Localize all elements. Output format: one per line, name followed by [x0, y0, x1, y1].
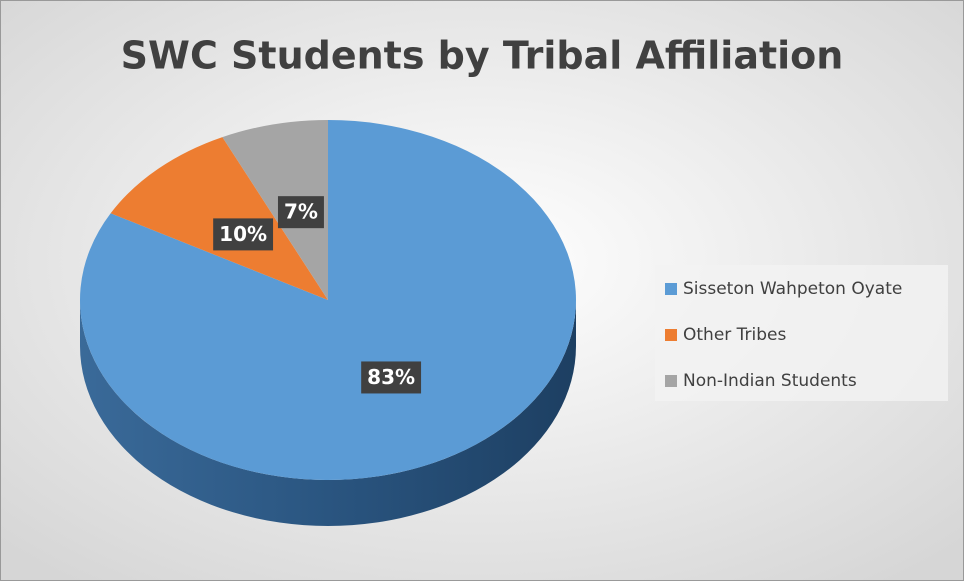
data-label-box: [277, 196, 324, 229]
legend-box: [655, 265, 948, 401]
data-label: 10%: [219, 222, 267, 246]
data-label-box: [361, 361, 422, 394]
data-label: 7%: [284, 200, 318, 224]
legend-swatch: [665, 329, 677, 341]
chart-title: SWC Students by Tribal Affiliation: [121, 34, 844, 78]
data-label-box: [213, 218, 274, 251]
legend-label: Other Tribes: [683, 325, 787, 345]
pie-side: [80, 300, 576, 526]
legend-swatch: [665, 283, 677, 295]
pie-slice: [79, 120, 576, 481]
legend-label: Sisseton Wahpeton Oyate: [683, 279, 902, 299]
pie-slice: [222, 120, 328, 300]
legend-swatch: [665, 375, 677, 387]
legend-label: Non-Indian Students: [683, 371, 857, 391]
data-label: 83%: [367, 365, 415, 389]
